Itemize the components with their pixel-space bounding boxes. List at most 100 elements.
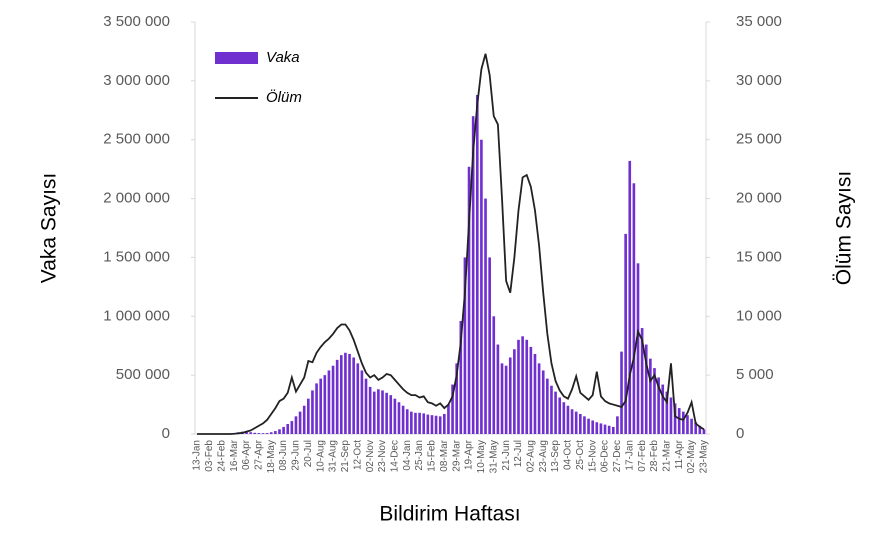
bar [442,413,446,434]
x-tick-label: 02-May [686,440,697,473]
bar [677,408,681,434]
x-tick-label: 10-May [476,440,487,473]
x-tick-label: 04-Jan [402,440,413,471]
bar [348,353,351,434]
bar [599,423,603,434]
bar [546,378,549,434]
bar [521,336,524,434]
bar [611,426,615,434]
x-tick-label: 21-Jun [501,440,512,471]
x-tick-label: 13-Jan [192,440,203,471]
bar [385,392,388,434]
bar [620,351,623,434]
y2-tick-label: 35 000 [736,13,782,30]
bar [430,415,434,434]
bar [504,365,508,434]
bar [587,418,590,434]
x-tick-label: 20-Jul [303,440,314,467]
bar [624,233,627,434]
bar [682,411,685,434]
y-tick-label: 2 000 000 [103,190,170,207]
x-tick-label: 21-Sep [340,440,351,473]
y-tick-label: 1 500 000 [103,248,170,265]
x-axis-title: Bildirim Haftası [379,503,520,526]
bar [298,411,302,434]
x-tick-label: 03-Feb [204,440,215,472]
bar [315,383,318,434]
bar [294,416,298,434]
x-tick-label: 23-Nov [377,440,388,472]
y2-tick-label: 10 000 [736,307,782,324]
bar [475,94,479,435]
bar [426,414,430,434]
bar [265,433,269,434]
bar [269,432,273,434]
y2-tick-label: 5 000 [736,366,774,383]
x-tick-label: 18-May [266,440,277,473]
bar [368,386,372,434]
y-tick-label: 500 000 [116,366,170,383]
x-tick-label: 02-Nov [365,440,376,472]
y2-tick-label: 30 000 [736,72,782,89]
x-tick-label: 10-Aug [315,440,326,472]
x-tick-label: 13-Sep [550,440,561,473]
bar [339,355,343,434]
bar [405,409,409,434]
bar [640,328,644,434]
x-tick-label: 12-Jul [513,440,524,467]
bar [257,433,261,434]
bar [311,390,314,434]
bar [636,263,640,434]
x-tick-label: 31-May [488,440,499,473]
y2-axis-title: Ölüm Sayısı [833,171,856,285]
y2-tick-label: 25 000 [736,131,782,148]
bar [673,403,677,434]
bar [566,405,570,434]
x-tick-label: 08-Mar [439,439,450,471]
bar [307,398,310,434]
bar [480,139,483,434]
bar [249,432,252,434]
y2-tick-label: 0 [736,425,744,442]
bar [381,390,384,434]
y2-tick-label: 20 000 [736,190,782,207]
bar [389,395,393,434]
x-tick-label: 29-Jun [291,440,302,471]
bar [401,405,405,434]
bar [286,423,290,434]
y-tick-label: 3 000 000 [103,72,170,89]
bar [327,370,331,434]
y2-tick-label: 15 000 [736,248,782,265]
bar [686,415,689,434]
x-tick-label: 23-May [699,440,710,473]
bar [698,425,702,434]
line [197,53,705,435]
bar [393,398,397,434]
x-tick-label: 14-Dec [390,440,401,472]
bar [352,357,355,434]
y-tick-label: 0 [162,425,170,442]
bar [595,422,599,434]
bar [694,422,698,434]
y-tick-label: 3 500 000 [103,13,170,30]
bar [508,357,512,434]
bar [533,353,537,434]
bar [525,339,529,434]
bar [282,426,285,434]
bar [603,424,607,434]
bar [364,378,368,434]
bar [669,397,673,434]
x-tick-label: 02-Aug [525,440,536,472]
bar [410,411,413,434]
bar [649,358,652,434]
legend-label: Ölüm [266,88,302,106]
bar [665,391,669,434]
bar [451,384,454,434]
x-tick-label: 19-Apr [464,439,475,470]
x-tick-label: 11-Apr [674,439,685,469]
bar [541,370,545,434]
bar [467,166,471,434]
bar [616,416,619,434]
bar [513,349,516,434]
